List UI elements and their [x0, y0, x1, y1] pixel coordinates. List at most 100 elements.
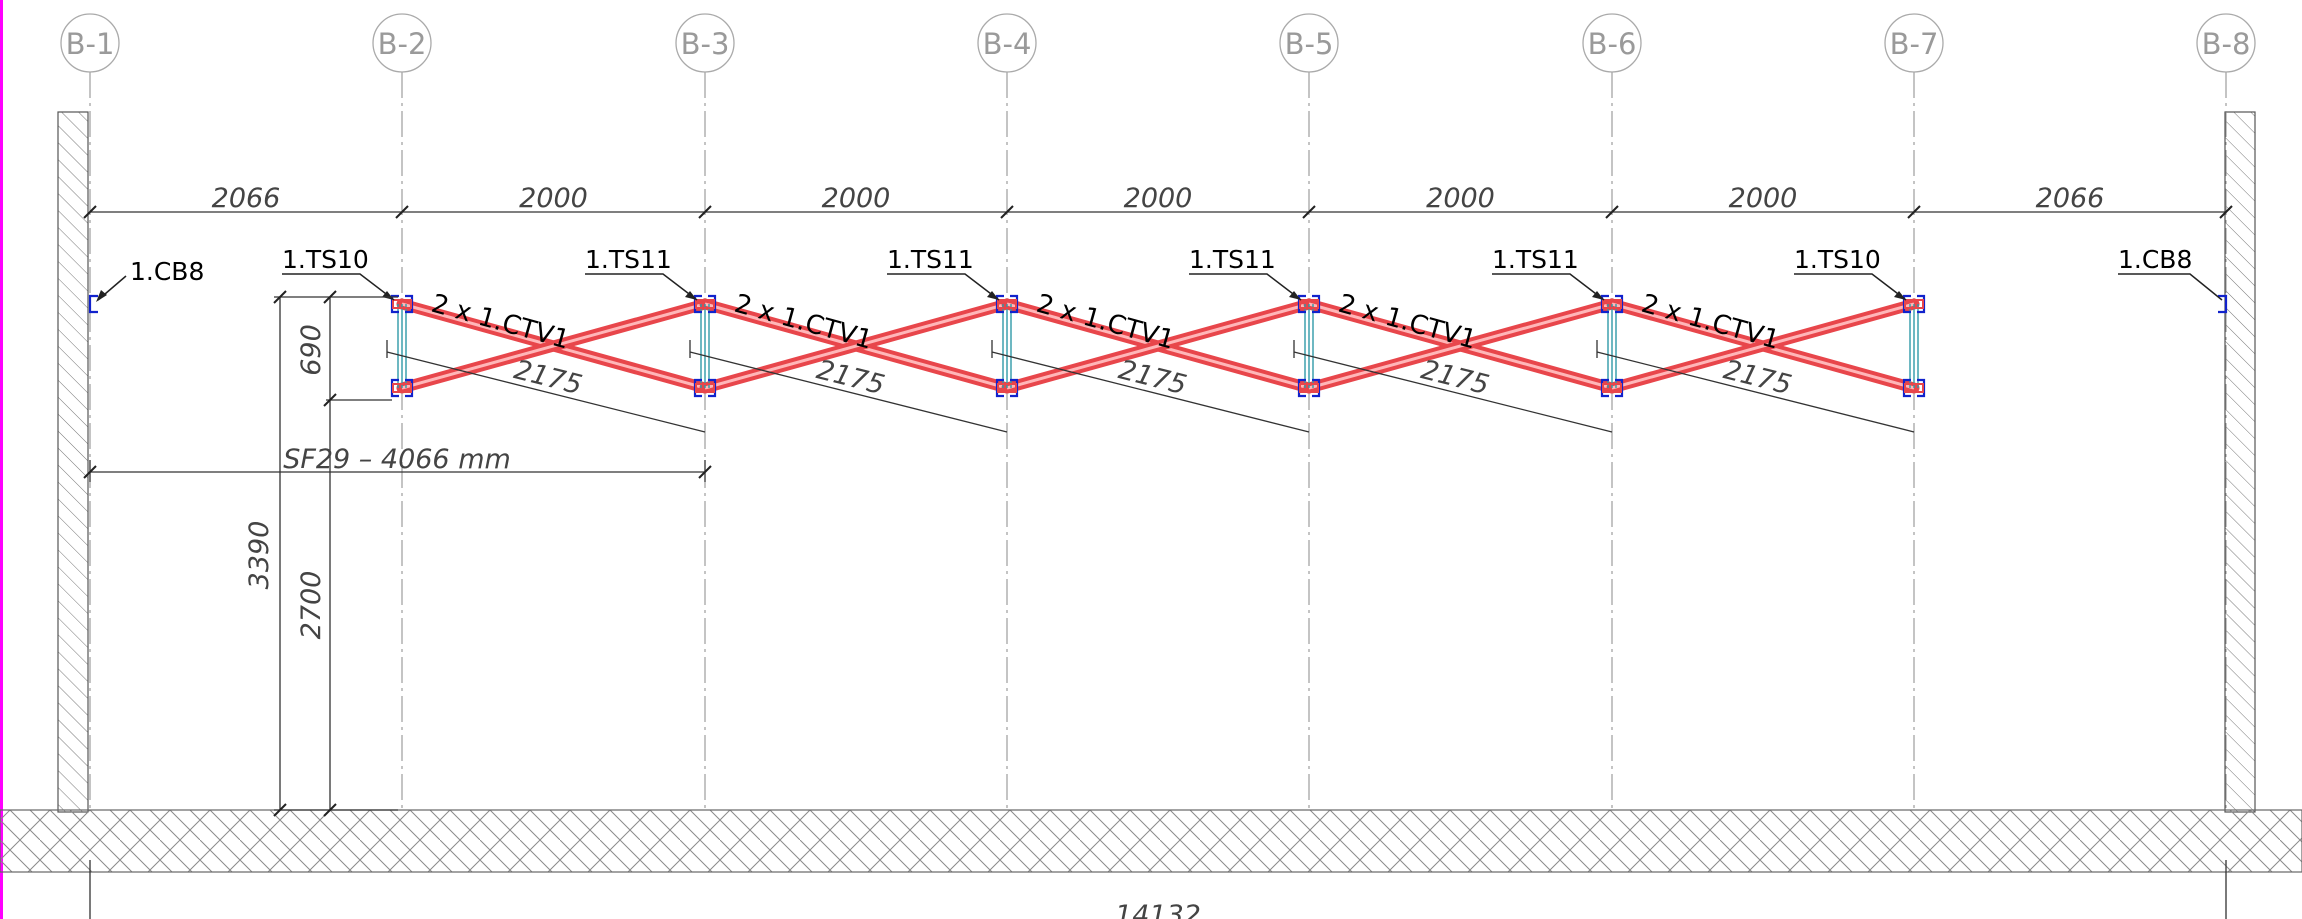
grid-label: B-3: [681, 27, 730, 61]
dim-tick: [83, 205, 97, 219]
post-tag: 1.TS11: [585, 245, 672, 274]
dim-tick: [1907, 205, 1921, 219]
diagonal-dim-label: 2175: [1115, 354, 1189, 401]
diagonal-dim-label: 2175: [1418, 354, 1492, 401]
grid-bubble: [1582, 13, 1642, 73]
grid-axes: [89, 72, 2227, 810]
post-node: [1602, 383, 1622, 393]
leader-arrow: [382, 291, 394, 300]
grid-label: B-5: [1285, 27, 1334, 61]
post-tag: 1.TS11: [1492, 245, 1579, 274]
top-dim-label: 2066: [2036, 183, 2105, 214]
top-dim-label: 2000: [1426, 183, 1495, 214]
grid-bubble: [977, 13, 1037, 73]
grid-bubble: [372, 13, 432, 73]
tags-layer: 1.TS10 1.TS11 1.TS11 1.TS11 1.TS11 1.TS10 1.CB…: [96, 245, 2223, 302]
frame-height-label: 690: [296, 324, 327, 376]
misc-annotations: 3390 690 2700 SF29 – 4066 mm 14132: [83, 290, 2227, 919]
post-node: [1602, 299, 1622, 309]
post-node: [392, 383, 412, 393]
grid-label: B-6: [1588, 27, 1637, 61]
dim-tick: [323, 290, 337, 304]
post-node: [1299, 383, 1319, 393]
tag-leader: [585, 273, 698, 301]
dim-tick: [323, 803, 337, 817]
post-tag: 1.TS10: [282, 245, 369, 274]
post-node: [695, 299, 715, 309]
bracing-member-core: [401, 302, 706, 390]
dim-tick: [1605, 205, 1619, 219]
dim-tick: [395, 205, 409, 219]
tag-leader: [887, 273, 1000, 301]
diagonal-dim-label: 2175: [511, 354, 585, 401]
post-node: [695, 383, 715, 393]
grid-bubble: [675, 13, 735, 73]
end-tag-right: 1.CB8: [2118, 245, 2192, 274]
diagonal-dim-label: 2175: [813, 354, 887, 401]
grid-bubble: [2196, 13, 2256, 73]
grid-label: B-2: [378, 27, 427, 61]
bracing-member-core: [1308, 302, 1613, 390]
top-dimensions: 2066 2000 2000 2000 2000 2000 2066: [83, 183, 2233, 219]
dim-tick: [1302, 205, 1316, 219]
dim-tick: [2219, 205, 2233, 219]
post-node: [1904, 383, 1924, 393]
post-tag: 1.TS11: [1189, 245, 1276, 274]
dim-tick: [273, 803, 287, 817]
clearance-label: 2700: [296, 571, 327, 640]
dim-tick: [1000, 205, 1014, 219]
section-label: SF29 – 4066 mm: [283, 444, 511, 475]
post-tag: 1.TS10: [1794, 245, 1881, 274]
leader-arrow: [1894, 291, 1906, 300]
bracing-label: 2 x 1.CTV1: [731, 289, 876, 356]
diagonal-dim-line: [689, 351, 1008, 433]
tag-leader: [1189, 273, 1302, 301]
tag-leader: [1794, 273, 1907, 301]
leader-arrow: [1289, 291, 1301, 300]
grid-label: B-4: [983, 27, 1032, 61]
leader-arrow: [96, 290, 107, 302]
grid-label: B-1: [66, 27, 115, 61]
grid-bubble: [1884, 13, 1944, 73]
post-node: [997, 299, 1017, 309]
bracing-member-core: [1006, 302, 1310, 390]
right-wall: [2224, 111, 2256, 813]
dim-tick: [323, 393, 337, 407]
grid-heads: B-1 B-2 B-3 B-4 B-5 B-6 B-7 B-8: [60, 13, 2256, 73]
diagonal-dim-line: [1293, 351, 1613, 433]
dim-tick: [83, 465, 97, 479]
overall-length-label: 14132: [1115, 900, 1201, 919]
diagonal-dim-label: 2175: [1720, 354, 1794, 401]
frame-edge: [0, 0, 3, 919]
diagonal-dim-line: [991, 351, 1310, 433]
diagonal-dim-line: [386, 351, 706, 433]
post-tag: 1.TS11: [887, 245, 974, 274]
tag-leader: [2118, 273, 2223, 301]
post-node: [1904, 299, 1924, 309]
grid-label: B-7: [1890, 27, 1939, 61]
grid-bubble: [1279, 13, 1339, 73]
diagonal-dimensions: 2175 2175 2175 2175 2175: [386, 340, 1915, 433]
dim-tick: [273, 290, 287, 304]
bracing-label: 2 x 1.CTV1: [1335, 289, 1480, 356]
floor-slab: [0, 809, 2302, 873]
leader-arrow: [987, 291, 999, 300]
top-dim-label: 2066: [212, 183, 281, 214]
posts-layer: [88, 294, 2228, 398]
diagonal-dim-line: [1596, 351, 1915, 433]
leader-arrow: [685, 291, 697, 300]
leader-arrow: [1592, 291, 1604, 300]
post-node: [997, 383, 1017, 393]
bracing-label: 2 x 1.CTV1: [428, 289, 573, 356]
bracing-member-core: [1611, 302, 1915, 390]
bracing-member-core: [704, 302, 1008, 390]
bracing-label: 2 x 1.CTV1: [1033, 289, 1178, 356]
end-tag-left: 1.CB8: [130, 257, 204, 286]
left-wall: [57, 111, 89, 813]
grid-bubble: [60, 13, 120, 73]
post-node: [392, 299, 412, 309]
top-dim-label: 2000: [822, 183, 891, 214]
total-height-label: 3390: [244, 521, 275, 590]
end-clip: [88, 294, 98, 314]
